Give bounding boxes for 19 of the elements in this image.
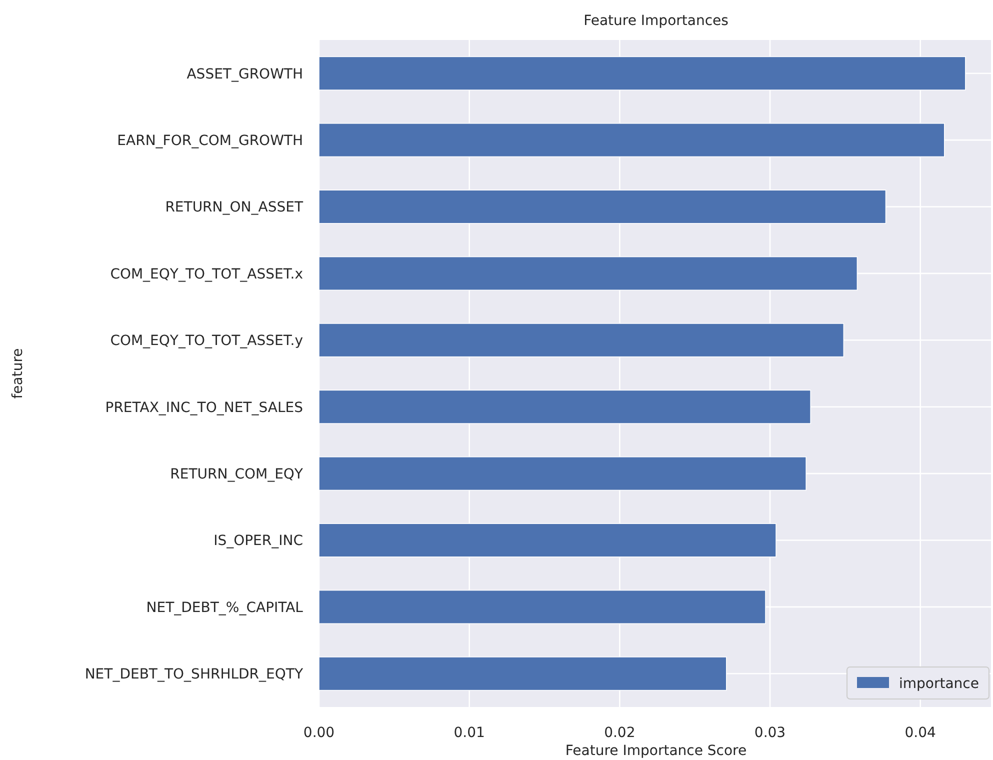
x-tick-label: 0.01 bbox=[454, 725, 485, 741]
chart-title: Feature Importances bbox=[584, 13, 728, 29]
y-tick-label: RETURN_COM_EQY bbox=[170, 466, 304, 482]
y-tick-label: EARN_FOR_COM_GROWTH bbox=[117, 132, 303, 149]
y-tick-label: IS_OPER_INC bbox=[214, 533, 304, 550]
y-tick-label: NET_DEBT_%_CAPITAL bbox=[146, 600, 304, 616]
x-tick-label: 0.02 bbox=[604, 725, 636, 741]
x-tick-label: 0.00 bbox=[303, 725, 335, 741]
y-tick-label: ASSET_GROWTH bbox=[186, 66, 303, 82]
x-tick-label: 0.03 bbox=[754, 725, 786, 741]
y-tick-label: COM_EQY_TO_TOT_ASSET.x bbox=[110, 266, 303, 282]
legend-label: importance bbox=[899, 676, 979, 692]
x-axis-title: Feature Importance Score bbox=[565, 743, 747, 759]
y-tick-label: NET_DEBT_TO_SHRHLDR_EQTY bbox=[84, 666, 304, 683]
y-axis-title: feature bbox=[10, 348, 26, 399]
y-tick-label: PRETAX_INC_TO_NET_SALES bbox=[105, 400, 304, 416]
x-tick-label: 0.04 bbox=[904, 725, 936, 741]
y-tick-label: RETURN_ON_ASSET bbox=[165, 200, 304, 216]
y-tick-label: COM_EQY_TO_TOT_ASSET.y bbox=[110, 333, 303, 350]
